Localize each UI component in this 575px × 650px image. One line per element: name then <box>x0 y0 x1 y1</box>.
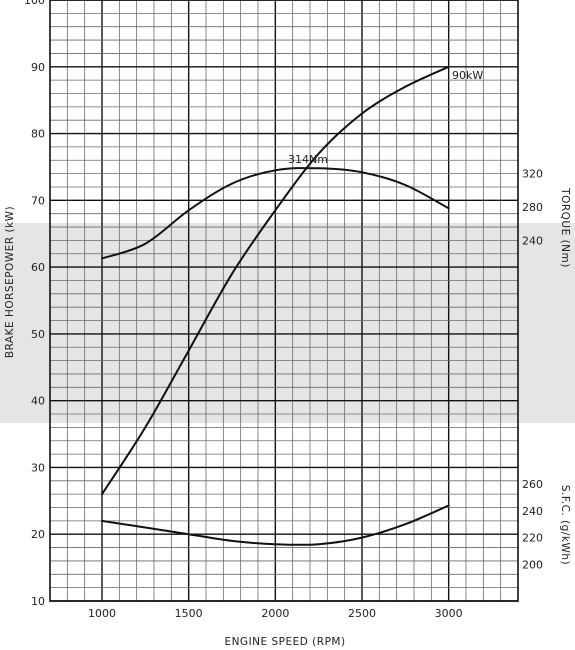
y-tick-label: 80 <box>31 128 45 141</box>
torque-tick-label: 240 <box>522 234 543 247</box>
torque-tick-label: 320 <box>522 168 543 181</box>
y-tick-label: 90 <box>31 61 45 74</box>
annotation-90kw: 90kW <box>452 69 483 82</box>
torque-tick-label: 280 <box>522 201 543 214</box>
power-curve <box>101 65 450 496</box>
left-axis-label: BRAKE HORSEPOWER (kW) <box>4 206 16 358</box>
plot-frame <box>49 0 519 602</box>
y-tick-label: 20 <box>31 528 45 541</box>
y-tick-label: 40 <box>31 395 45 408</box>
y-tick-label: 70 <box>31 194 45 207</box>
sfc-tick-label: 220 <box>522 532 543 545</box>
sfc-axis-tick-labels: 200 220 240 260 <box>522 478 543 571</box>
y-tick-label: 100 <box>24 0 45 7</box>
watermark-band <box>0 223 575 423</box>
sfc-tick-label: 260 <box>522 478 543 491</box>
left-axis-tick-labels: 10 20 30 40 50 60 70 80 90 100 <box>24 0 45 608</box>
y-tick-label: 10 <box>31 595 45 608</box>
y-tick-label: 50 <box>31 328 45 341</box>
torque-axis-tick-labels: 240 280 320 <box>522 168 543 248</box>
x-tick-label: 2500 <box>348 607 376 620</box>
sfc-tick-label: 240 <box>522 505 543 518</box>
sfc-axis-label: S.F.C. (g/kWh) <box>559 485 571 565</box>
sfc-curve <box>101 504 450 546</box>
x-tick-label: 1500 <box>175 607 203 620</box>
torque-axis-label: TORQUE (Nm) <box>559 187 571 268</box>
y-tick-label: 30 <box>31 461 45 474</box>
x-tick-label: 2000 <box>261 607 289 620</box>
x-tick-label: 3000 <box>435 607 463 620</box>
sfc-tick-label: 200 <box>522 558 543 571</box>
curves <box>101 65 450 546</box>
x-tick-label: 1000 <box>88 607 116 620</box>
torque-curve <box>101 167 450 260</box>
x-axis-tick-labels: 1000 1500 2000 2500 3000 <box>88 607 463 620</box>
x-axis-label: ENGINE SPEED (RPM) <box>224 636 345 648</box>
grid <box>49 0 519 602</box>
y-tick-label: 60 <box>31 261 45 274</box>
annotation-314nm: 314Nm <box>288 153 328 166</box>
